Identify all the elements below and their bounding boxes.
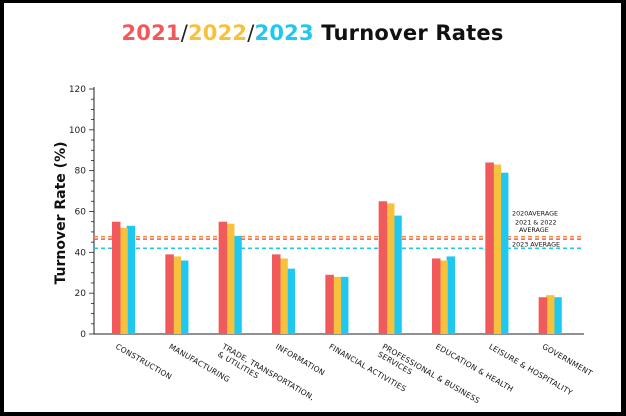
bar-2023: [233, 236, 242, 334]
reference-label-2023-average: 2023 AVERAGE: [512, 240, 560, 248]
title-year-2023: 2023: [254, 21, 314, 45]
bar-2022: [545, 295, 555, 334]
bar-2021: [272, 254, 281, 334]
bar-2023: [339, 276, 349, 334]
title-separator: /: [180, 21, 188, 45]
title-year-2022: 2022: [188, 21, 248, 45]
bar-2021: [485, 162, 494, 334]
bar-2023: [393, 215, 402, 334]
bar-2023: [179, 260, 189, 334]
title-separator: /: [247, 21, 255, 45]
chart-title: 2021/2022/2023 Turnover Rates: [4, 21, 621, 45]
category-label: GOVERNMENT: [541, 342, 594, 378]
title-text: Turnover Rates: [313, 21, 504, 45]
y-tick-label: 60: [75, 208, 87, 218]
y-tick-label: 120: [69, 85, 86, 95]
y-axis-label: Turnover Rate (%): [53, 142, 69, 285]
bar-2022: [225, 223, 235, 334]
bar-2023: [553, 297, 562, 334]
bar-2023: [126, 225, 136, 334]
reference-label-2021-2022-average: 2021 & 2022 AVERAGE: [515, 219, 557, 235]
category-label: CONSTRUCTION: [114, 342, 173, 382]
y-tick-label: 80: [75, 167, 87, 177]
bar-2021: [325, 274, 334, 334]
category-label: INFORMATION: [274, 342, 327, 378]
bar-2021: [165, 254, 174, 334]
y-tick-label: 40: [75, 248, 87, 258]
chart-frame: 2021/2022/2023 Turnover Rates 0 20 40 60 80 1…: [4, 3, 621, 412]
bar-2022: [439, 260, 448, 334]
bar-2022: [332, 276, 342, 334]
y-tick-label: 0: [80, 330, 86, 340]
bar-2021: [112, 221, 121, 334]
bar-2022: [119, 227, 128, 334]
y-tick-label: 100: [69, 126, 86, 136]
bar-2022: [172, 256, 182, 334]
y-tick-label: 20: [75, 289, 87, 299]
bar-2022: [492, 164, 502, 334]
bar-2023: [499, 172, 509, 334]
bar-2023: [286, 268, 296, 334]
bar-2022: [385, 203, 395, 334]
bar-2021: [378, 201, 388, 334]
bars: [112, 162, 562, 334]
bar-2021: [432, 258, 441, 334]
bar-2021: [218, 221, 228, 334]
reference-label-2020-average: 2020AVERAGE: [512, 210, 558, 218]
bar-2021: [538, 297, 548, 334]
bar-2023: [446, 256, 456, 334]
bar-2022: [279, 258, 288, 334]
title-year-2021: 2021: [121, 21, 181, 45]
